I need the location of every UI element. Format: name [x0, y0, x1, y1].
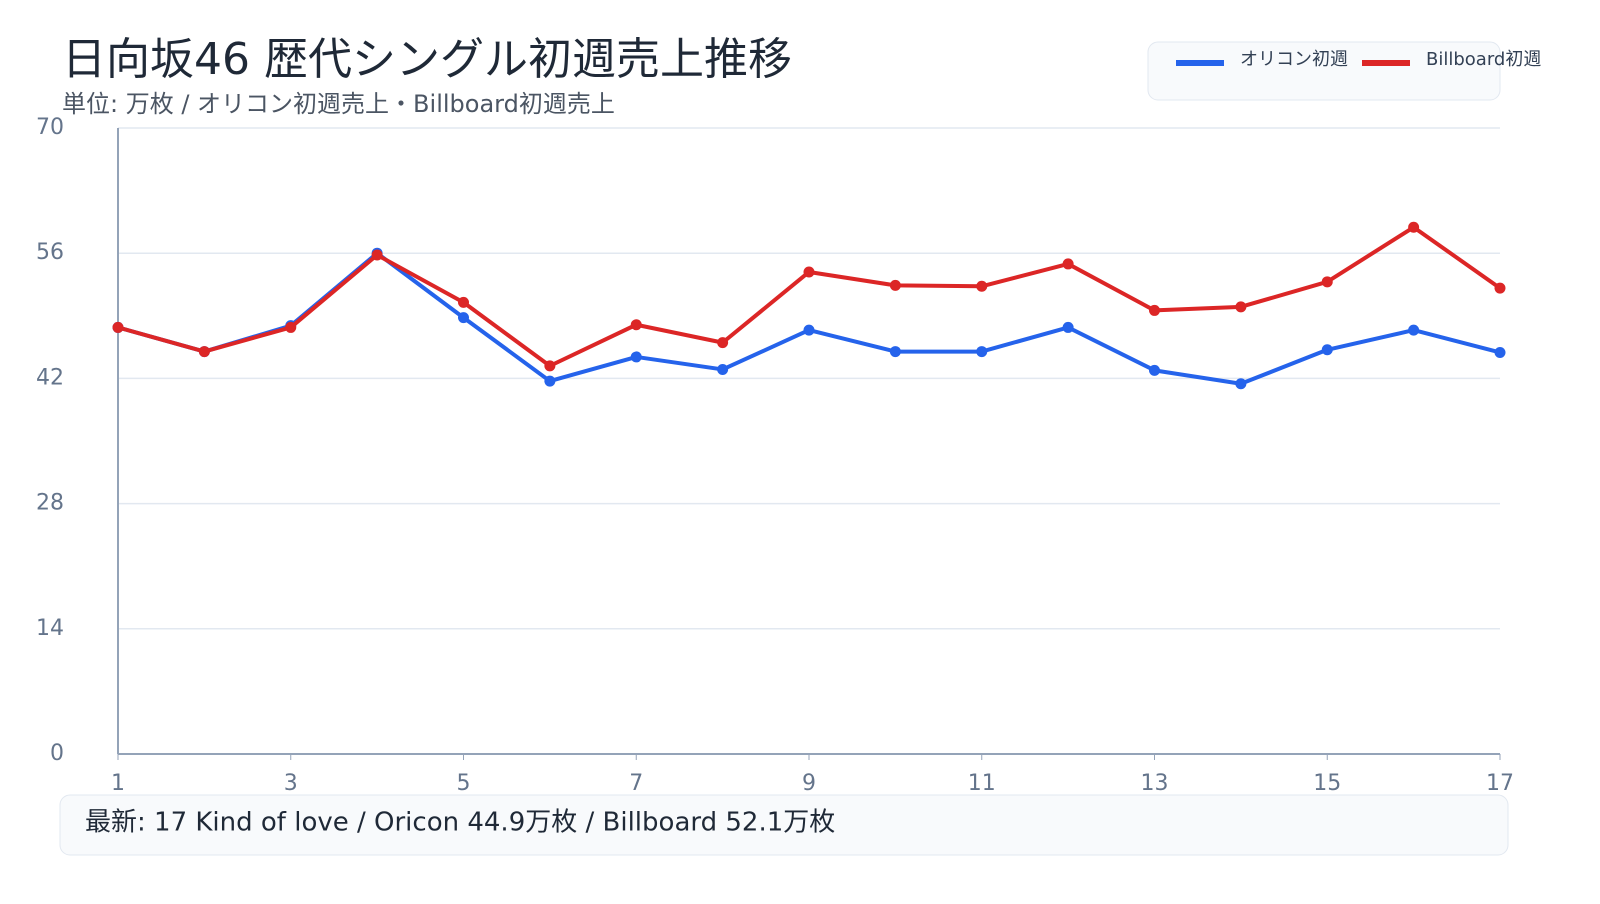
data-point — [630, 351, 642, 363]
data-point — [1494, 282, 1506, 294]
data-point — [889, 279, 901, 291]
data-point — [889, 346, 901, 358]
x-tick-label: 13 — [1141, 771, 1169, 796]
data-point — [1408, 221, 1420, 233]
data-point — [1235, 301, 1247, 313]
data-point — [1321, 344, 1333, 356]
data-point — [198, 346, 210, 358]
data-point — [1062, 321, 1074, 333]
data-point — [1321, 276, 1333, 288]
data-point — [112, 321, 124, 333]
x-tick-label: 3 — [284, 771, 298, 796]
data-point — [1235, 378, 1247, 390]
data-point — [1408, 324, 1420, 336]
data-point — [1494, 346, 1506, 358]
data-point — [803, 266, 815, 278]
data-point — [544, 375, 556, 387]
chart-title: 日向坂46 歴代シングル初週売上推移 — [62, 34, 792, 85]
y-tick-label: 0 — [50, 741, 64, 766]
legend-box — [1147, 41, 1501, 101]
data-point — [458, 312, 469, 324]
x-tick-label: 17 — [1486, 771, 1514, 796]
legend-label: Billboard初週 — [1426, 49, 1541, 70]
y-tick-label: 56 — [36, 240, 64, 265]
x-tick-label: 9 — [802, 771, 816, 796]
data-point — [976, 346, 988, 358]
data-point — [544, 360, 556, 372]
x-tick-label: 15 — [1313, 771, 1341, 796]
x-tick-label: 11 — [968, 771, 996, 796]
data-point — [717, 363, 729, 375]
y-tick-label: 70 — [36, 115, 64, 140]
y-tick-label: 42 — [36, 365, 64, 390]
data-point — [1149, 364, 1160, 376]
data-point — [630, 319, 642, 331]
data-point — [717, 337, 729, 349]
data-point — [285, 321, 297, 333]
data-point — [1062, 258, 1074, 270]
x-tick-label: 1 — [111, 771, 125, 796]
x-tick-label: 5 — [457, 771, 471, 796]
y-tick-label: 28 — [36, 491, 64, 516]
y-tick-label: 14 — [36, 616, 64, 641]
x-tick-label: 7 — [629, 771, 643, 796]
chart-subtitle: 単位: 万枚 / オリコン初週売上・Billboard初週売上 — [62, 90, 615, 118]
legend-label: オリコン初週 — [1240, 49, 1348, 70]
data-point — [803, 324, 815, 336]
data-point — [458, 296, 469, 308]
series-line — [117, 225, 1502, 368]
data-point — [976, 280, 988, 292]
footer-box — [59, 794, 1509, 856]
data-point — [371, 249, 383, 261]
footer-text: 最新: 17 Kind of love / Oricon 44.9万枚 / Bi… — [85, 808, 835, 838]
data-point — [1149, 304, 1160, 316]
